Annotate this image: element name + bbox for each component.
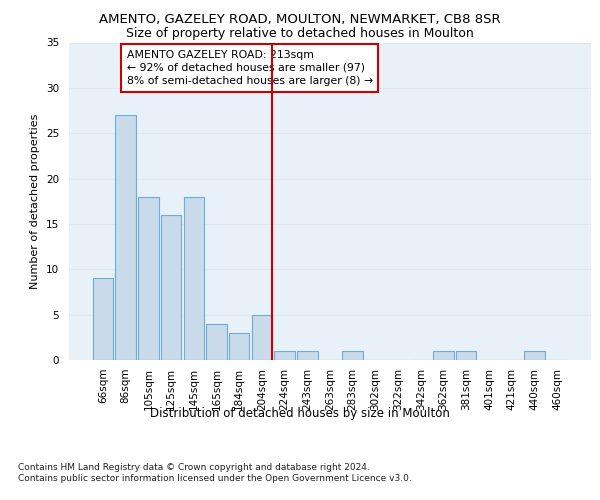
Bar (229, 333, 250, 360)
Bar (456, 351, 476, 360)
Bar (161, 215, 181, 360)
Bar (343, 351, 363, 360)
Bar (184, 196, 204, 360)
Text: Contains HM Land Registry data © Crown copyright and database right 2024.
Contai: Contains HM Land Registry data © Crown c… (18, 462, 412, 483)
Text: AMENTO, GAZELEY ROAD, MOULTON, NEWMARKET, CB8 8SR: AMENTO, GAZELEY ROAD, MOULTON, NEWMARKET… (99, 12, 501, 26)
Bar (138, 196, 158, 360)
Text: Size of property relative to detached houses in Moulton: Size of property relative to detached ho… (126, 28, 474, 40)
Text: AMENTO GAZELEY ROAD: 213sqm
← 92% of detached houses are smaller (97)
8% of semi: AMENTO GAZELEY ROAD: 213sqm ← 92% of det… (127, 50, 373, 86)
Text: Distribution of detached houses by size in Moulton: Distribution of detached houses by size … (150, 408, 450, 420)
Bar (93, 278, 113, 360)
Bar (206, 324, 227, 360)
Bar (115, 115, 136, 360)
Bar (433, 351, 454, 360)
Bar (297, 351, 317, 360)
Bar (524, 351, 545, 360)
Y-axis label: Number of detached properties: Number of detached properties (31, 114, 40, 289)
Bar (251, 314, 272, 360)
Bar (274, 351, 295, 360)
